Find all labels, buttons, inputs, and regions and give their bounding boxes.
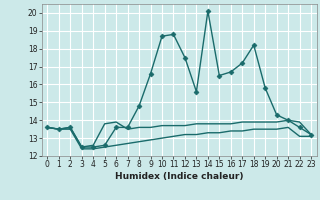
X-axis label: Humidex (Indice chaleur): Humidex (Indice chaleur) (115, 172, 244, 181)
